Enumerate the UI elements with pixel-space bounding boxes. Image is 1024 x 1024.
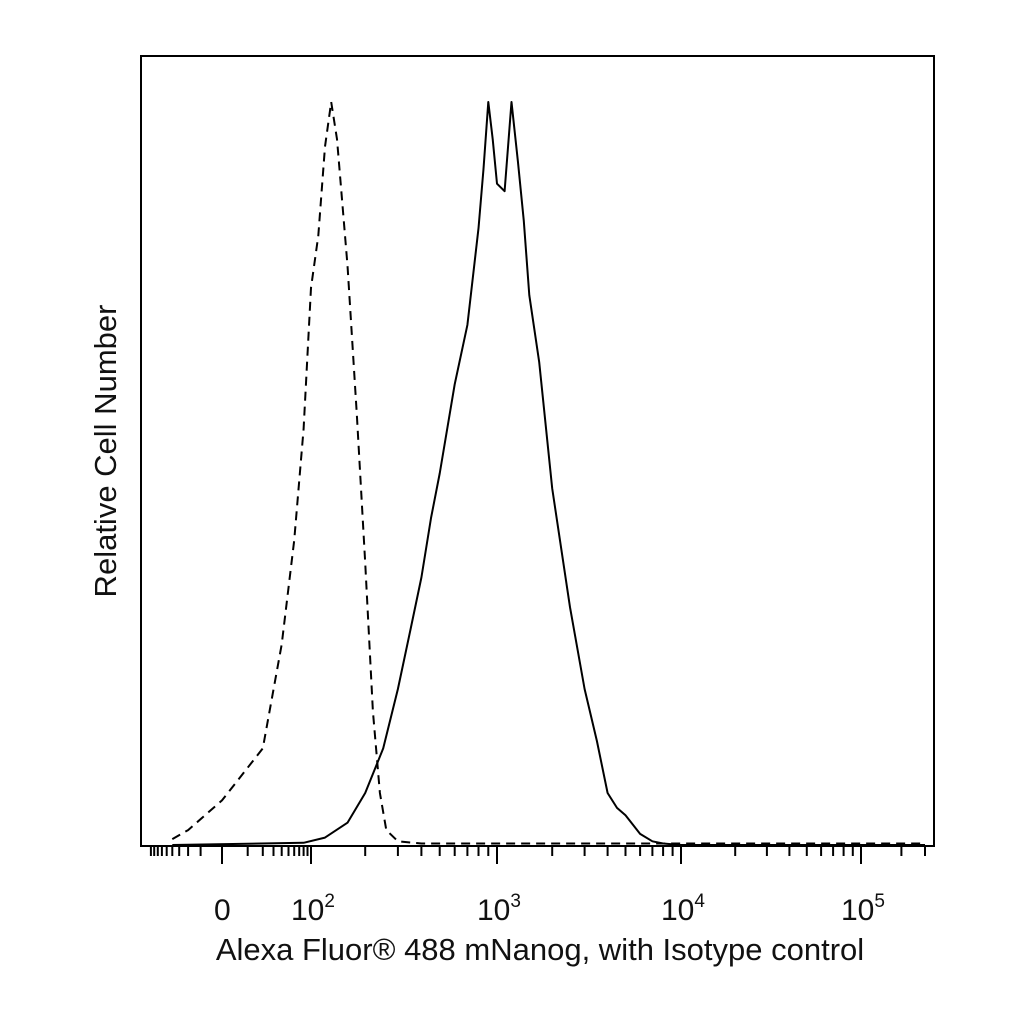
x-tick-label: 105 bbox=[841, 891, 885, 927]
x-axis-tick-labels: 0 102 103 104 105 bbox=[214, 891, 885, 927]
y-axis-title: Relative Cell Number bbox=[88, 305, 123, 598]
x-tick-label: 103 bbox=[477, 891, 521, 927]
x-axis-ticks bbox=[149, 846, 926, 864]
x-tick-label: 0 bbox=[214, 894, 231, 927]
isotype-control-curve bbox=[171, 101, 925, 845]
x-axis-title: Alexa Fluor® 488 mNanog, with Isotype co… bbox=[216, 932, 864, 967]
x-tick-label: 104 bbox=[661, 891, 705, 927]
x-tick-label: 102 bbox=[291, 891, 335, 927]
plot-frame bbox=[140, 55, 935, 847]
mnanog-curve bbox=[172, 101, 925, 846]
series-layer bbox=[171, 101, 925, 846]
